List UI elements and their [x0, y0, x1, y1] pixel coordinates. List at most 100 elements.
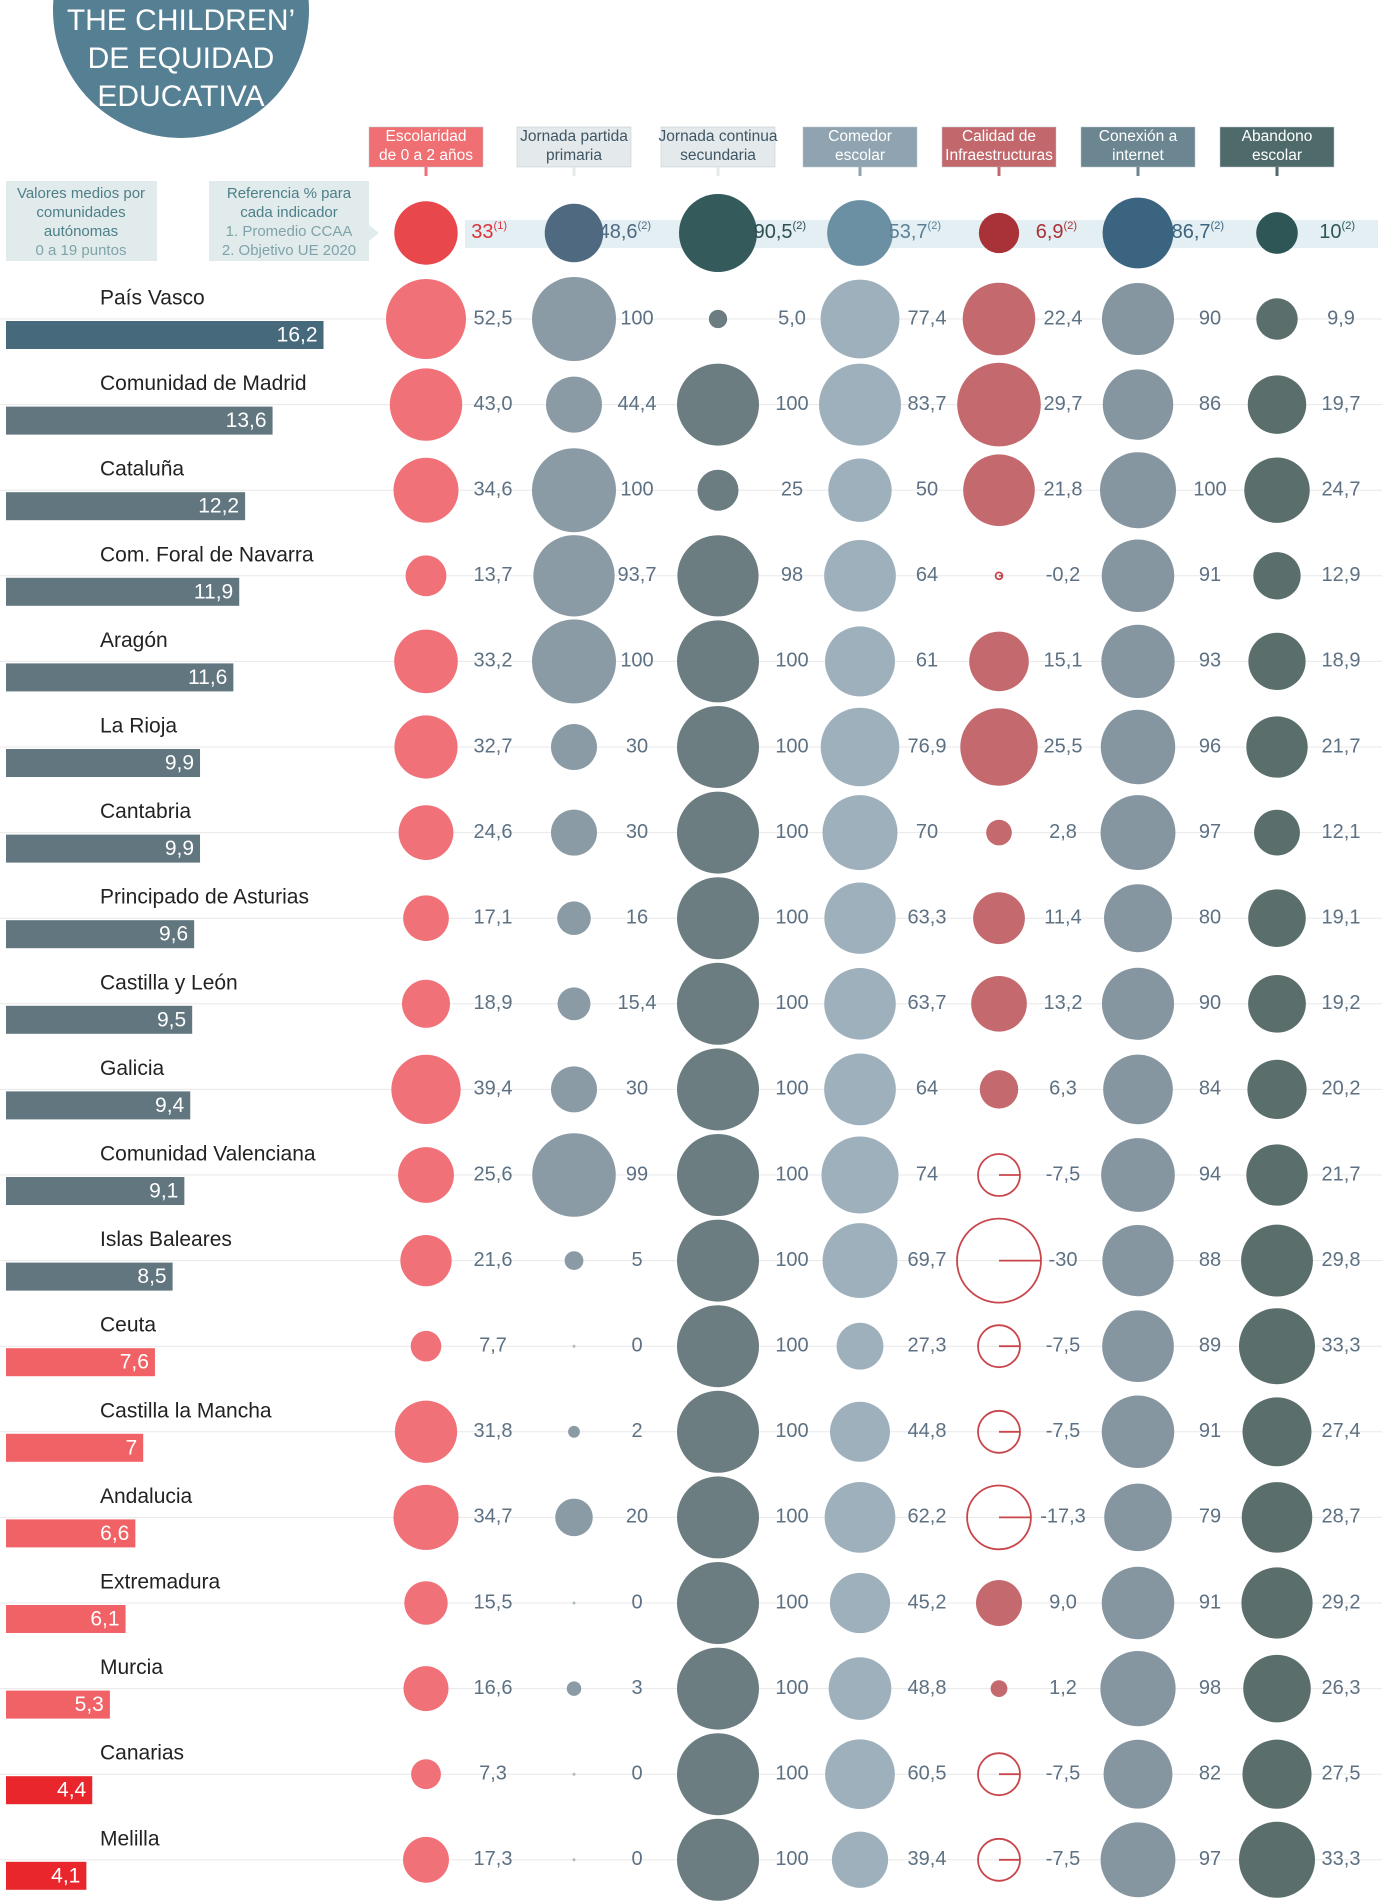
bubble	[677, 1390, 759, 1473]
reference-label: 53,7(2)	[889, 220, 941, 243]
bubble	[1254, 809, 1300, 856]
score-label: 16,2	[277, 324, 318, 347]
bubble	[1248, 974, 1306, 1033]
header-text: Jornada continua	[659, 128, 778, 145]
value-label: 89	[1199, 1334, 1221, 1356]
bubble	[404, 1581, 448, 1625]
bubble	[824, 1053, 896, 1126]
value-label: 16	[626, 906, 648, 928]
bubble	[1246, 716, 1308, 778]
header-text: Comedor	[828, 128, 892, 145]
legend-text: cada indicador	[240, 204, 338, 221]
score-bar	[6, 1690, 110, 1719]
score-label: 13,6	[226, 409, 267, 432]
header-box	[1080, 126, 1196, 168]
negative-bubble	[977, 1324, 1021, 1369]
value-label: 100	[775, 1762, 808, 1784]
value-label: 11,4	[1044, 906, 1081, 928]
value-label: 84	[1199, 1078, 1221, 1100]
bubble	[986, 819, 1012, 846]
score-bar	[6, 1605, 126, 1633]
bubble	[1248, 632, 1306, 691]
score-bar	[6, 1861, 87, 1890]
bubble	[1101, 539, 1175, 613]
value-label: 45,2	[908, 1591, 947, 1613]
value-label: 100	[775, 1249, 808, 1271]
value-label: 25,5	[1044, 735, 1083, 757]
bubble	[824, 1482, 896, 1553]
bubble	[708, 309, 728, 329]
value-label: 100	[775, 906, 808, 928]
value-label: 100	[775, 1163, 808, 1185]
bubble	[677, 1562, 759, 1644]
bubble	[391, 1054, 461, 1125]
value-label: 44,8	[908, 1420, 947, 1442]
bubble	[829, 1572, 891, 1634]
reference-note: (2)	[1342, 220, 1355, 232]
bubble	[394, 1400, 458, 1463]
bubble	[1101, 967, 1175, 1040]
bubble	[836, 1322, 884, 1370]
legend-text: comunidades	[36, 204, 125, 221]
score-bar	[6, 834, 201, 863]
value-label: 79	[1199, 1506, 1221, 1528]
region-name: Cantabria	[100, 800, 191, 823]
score-bar	[6, 1519, 136, 1548]
value-label: 34,7	[474, 1506, 513, 1528]
reference-note: (2)	[793, 220, 806, 232]
bubble	[550, 723, 598, 771]
value-label: 32,7	[474, 735, 513, 757]
bubble	[677, 791, 759, 874]
negative-bubble	[977, 1153, 1021, 1197]
value-label: 63,7	[908, 992, 947, 1014]
value-label: 20,2	[1322, 1078, 1361, 1100]
value-label: 62,2	[908, 1506, 947, 1528]
bubble	[1104, 1483, 1172, 1552]
bubble	[411, 1759, 441, 1790]
bubble	[393, 457, 459, 523]
score-label: 4,4	[57, 1779, 87, 1802]
region-name: Ceuta	[100, 1314, 156, 1337]
value-label: 74	[916, 1163, 938, 1185]
score-label: 12,2	[198, 495, 239, 518]
header-text: Abandono	[1242, 128, 1313, 145]
value-label: -7,5	[1046, 1762, 1080, 1784]
value-label: 33,3	[1322, 1334, 1361, 1356]
title-badge	[53, 0, 309, 138]
bubble	[677, 1818, 759, 1901]
bubble	[957, 362, 1041, 447]
header-text: escolar	[1252, 147, 1302, 164]
bubble	[677, 1219, 759, 1302]
bubble	[1242, 1397, 1312, 1467]
value-label: 25	[781, 478, 803, 500]
reference-note: (2)	[928, 220, 941, 232]
value-label: 100	[775, 1506, 808, 1528]
bubble	[1102, 369, 1174, 440]
value-label: 100	[775, 992, 808, 1014]
region-name: Andalucia	[100, 1485, 193, 1508]
bubble	[532, 1133, 616, 1217]
value-label: 19,2	[1322, 992, 1361, 1014]
header-box	[368, 126, 484, 168]
bubble	[677, 962, 759, 1045]
bubble	[1100, 709, 1176, 785]
score-bar	[6, 749, 201, 777]
value-label: 98	[781, 564, 803, 586]
bubble	[1103, 1739, 1173, 1809]
bubble	[1247, 1059, 1307, 1119]
value-label: 93	[1199, 650, 1221, 672]
value-label: 12,1	[1322, 821, 1361, 843]
value-label: 33,3	[1322, 1848, 1361, 1870]
value-label: 0	[631, 1848, 642, 1870]
value-label: 34,6	[474, 478, 513, 500]
score-bar	[6, 577, 240, 606]
bubble	[1101, 624, 1175, 699]
bubble	[403, 895, 449, 942]
bubble	[697, 469, 739, 511]
bubble	[550, 1066, 598, 1113]
bubble	[398, 805, 454, 860]
bubble	[394, 715, 458, 779]
value-label: 100	[775, 393, 808, 415]
bubble	[677, 620, 759, 703]
